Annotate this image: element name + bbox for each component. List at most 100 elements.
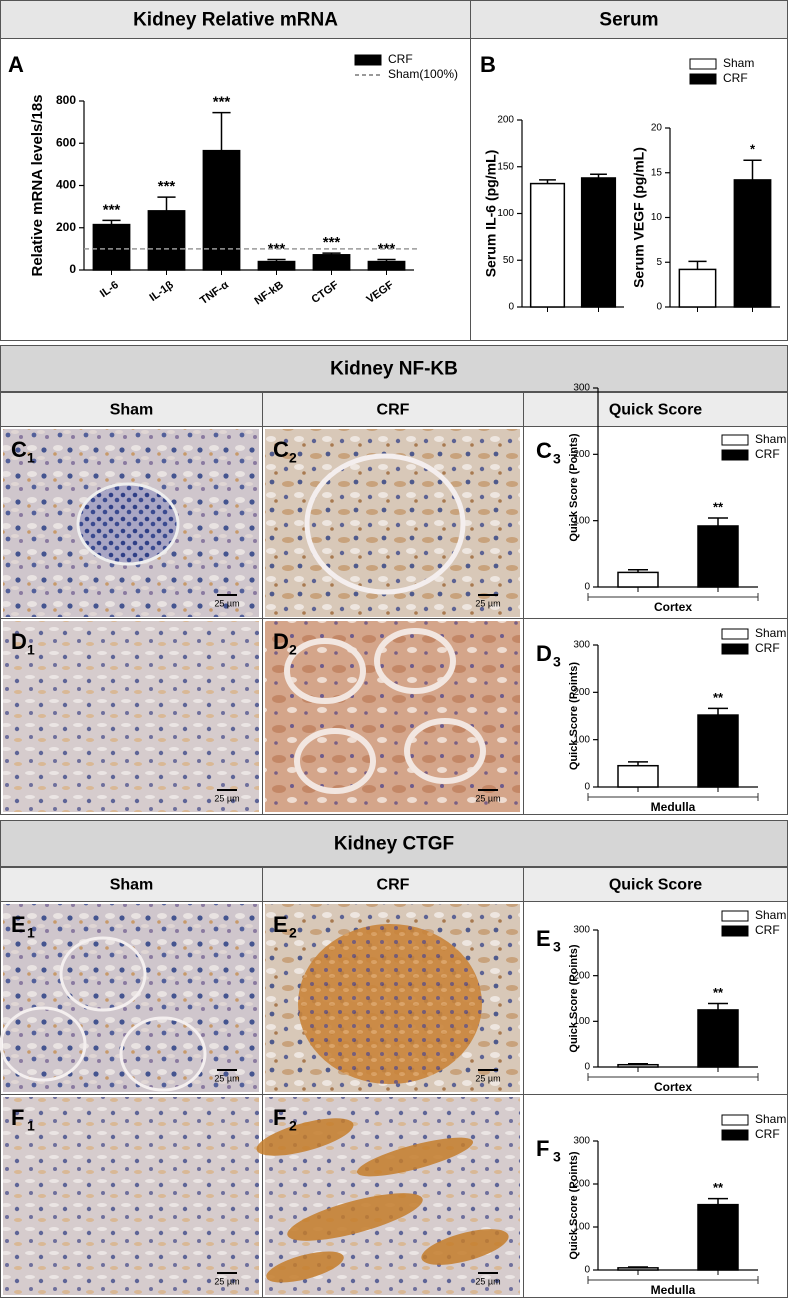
y-tick-label: 100 [573,1016,590,1027]
significance: *** [103,201,121,218]
legend-label: Sham [755,626,786,640]
y-tick-label: 15 [651,167,663,178]
legend-label: Sham [723,56,754,70]
bar [147,210,186,271]
header-text: Sham [110,402,154,419]
header-text: CRF [377,402,410,419]
y-tick-label: 0 [584,1062,590,1073]
legend-swatch [721,449,749,461]
panel-label: C [11,437,27,462]
legend-label: Sham [755,1112,786,1126]
panel-label: F [273,1105,286,1130]
legend-swatch [354,54,382,66]
header-text: Sham [110,877,154,894]
y-axis-label: Quick Score (Points) [568,662,580,771]
y-tick-label: 0 [584,782,590,793]
significance: *** [213,94,231,111]
legend-label: Sham(100%) [388,67,458,81]
y-tick-label: 200 [573,970,590,981]
y-tick-label: 300 [573,383,590,394]
panel-label: B [480,52,496,77]
panel-label: E [11,912,26,937]
significance: *** [158,178,176,195]
micrograph [3,904,259,1092]
scale-bar-label: 25 µm [475,793,500,803]
category-label: Cortex [654,1080,692,1094]
legend-label: Sham [755,432,786,446]
header-text: Kidney CTGF [334,834,454,855]
panel-label-sub: 2 [289,642,297,658]
y-axis-label: Quick Score (Points) [568,944,580,1053]
legend-label: CRF [755,447,780,461]
panel-label: D [273,629,289,654]
header-cell [262,867,524,902]
tubule [294,728,376,794]
category-label: Medulla [651,800,696,814]
bar [617,1267,659,1271]
legend-swatch [721,434,749,446]
significance: ** [713,499,724,514]
panel-label-sub: 3 [553,939,561,955]
bar [678,268,717,308]
y-tick-label: 200 [56,220,76,234]
stained-interstitium [266,1251,344,1283]
y-tick-label: 400 [56,178,76,192]
tubule [284,638,366,704]
bar [697,714,739,788]
stained-interstitium [287,1193,423,1241]
header-cell [470,0,788,39]
glomerulus [119,1016,207,1092]
panel-label: D [536,641,552,666]
significance: ** [713,1180,724,1195]
legend-label: CRF [723,71,748,85]
header-text: CRF [377,877,410,894]
stained-interstitium [256,1118,354,1156]
y-tick-label: 0 [584,1265,590,1276]
micrograph [3,621,259,812]
header-cell [0,392,263,427]
header-text: Kidney Relative mRNA [133,10,338,31]
panel-label-sub: 3 [553,1149,561,1165]
panel-label-sub: 1 [27,642,35,658]
y-tick-label: 200 [497,115,514,126]
glomerulus [304,453,466,595]
y-tick-label: 5 [656,257,662,268]
header-cell [0,820,788,867]
glomerulus [0,1006,87,1082]
y-tick-label: 100 [497,208,514,219]
bar [697,1009,739,1068]
bar [312,254,351,271]
bar [617,764,659,788]
legend-swatch [689,58,717,70]
panel-label-sub: 2 [289,925,297,941]
significance: * [750,142,756,157]
legend-label: CRF [755,1127,780,1141]
legend-label: CRF [755,923,780,937]
y-tick-label: 150 [497,161,514,172]
y-tick-label: 800 [56,93,76,107]
glomerulus [76,482,180,566]
y-tick-label: 0 [584,582,590,593]
panel-label-sub: 1 [27,1118,35,1134]
panel-label-sub: 1 [27,450,35,466]
y-tick-label: 0 [656,302,662,313]
panel-label: C [536,438,552,463]
header-cell [0,345,788,392]
legend-swatch [689,73,717,85]
bar [733,179,772,308]
tubule [404,718,486,784]
y-axis-label: Quick Score (Points) [568,433,580,542]
micrograph [3,1097,259,1295]
y-tick-label: 100 [573,515,590,526]
header-text: Quick Score [609,402,702,419]
panel-label-sub: 2 [289,450,297,466]
y-axis-label: Quick Score (Points) [568,1151,580,1260]
y-tick-label: 0 [508,302,514,313]
legend-swatch [721,628,749,640]
category-label: Medulla [651,1283,696,1297]
y-tick-label: 10 [651,212,663,223]
glomerulus [59,936,147,1012]
legend-swatch [721,1114,749,1126]
bar [257,260,296,271]
